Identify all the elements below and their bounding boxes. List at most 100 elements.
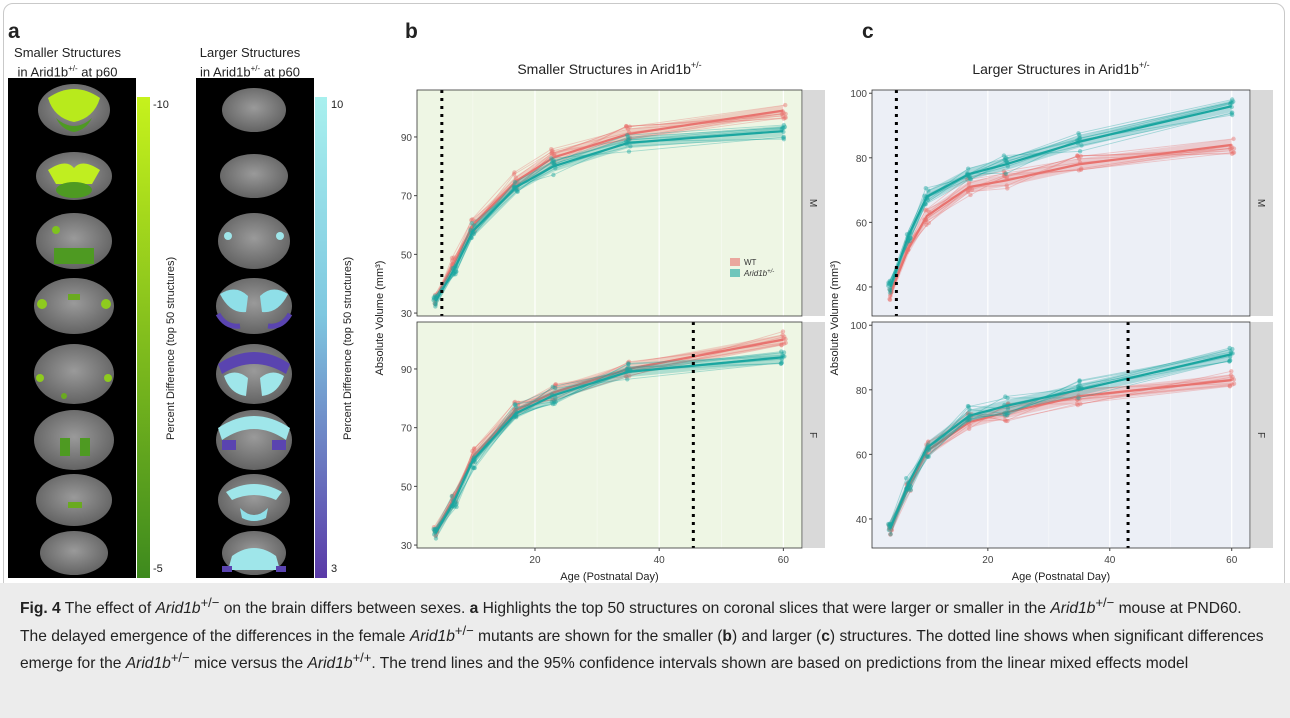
data-point <box>432 301 438 306</box>
facet-border <box>416 89 803 317</box>
data-point <box>516 400 521 406</box>
data-point <box>549 149 555 154</box>
data-point <box>1230 374 1235 380</box>
data-point <box>780 125 785 130</box>
data-point <box>624 366 630 372</box>
data-point <box>433 533 439 538</box>
smaller-structures-title: Smaller Structures in Arid1b+/- at p60 <box>14 45 121 80</box>
data-point <box>887 297 893 303</box>
data-point <box>433 304 438 309</box>
data-point <box>783 340 788 346</box>
data-point <box>432 293 438 299</box>
data-point <box>1003 171 1009 176</box>
trajectory-WT <box>890 148 1234 293</box>
data-point <box>1228 146 1233 151</box>
data-point <box>923 208 928 213</box>
data-point <box>449 493 455 499</box>
figure-caption: Fig. 4 The effect of Arid1b+/− on the br… <box>20 595 1264 673</box>
data-point <box>888 532 893 537</box>
y-tick-label: 40 <box>856 283 868 294</box>
data-point <box>926 447 932 453</box>
data-point <box>783 102 788 108</box>
data-point <box>783 111 788 117</box>
confidence-band-Arid1b+/- <box>890 348 1232 535</box>
larger-colorbar-label: Percent Difference (top 50 structures) <box>342 256 354 440</box>
data-point <box>626 149 632 154</box>
data-point <box>1227 358 1232 364</box>
data-point <box>552 160 557 165</box>
data-point <box>886 521 891 527</box>
data-point <box>1002 411 1007 416</box>
data-point <box>1229 100 1235 105</box>
data-point <box>626 359 632 365</box>
chart-title: Smaller Structures in Arid1b+/- <box>517 60 701 77</box>
data-point <box>453 269 459 274</box>
smaller-colorbar-bottom: -5 <box>153 563 163 575</box>
data-point <box>1002 417 1008 423</box>
data-point <box>433 302 438 307</box>
slice-7 <box>36 474 112 526</box>
data-point <box>1002 157 1007 163</box>
trajectory-WT <box>889 147 1233 297</box>
data-point <box>1077 378 1082 383</box>
data-point <box>779 342 784 347</box>
data-point <box>781 341 787 346</box>
facet-strip-label: M <box>1255 199 1266 207</box>
data-point <box>965 166 971 171</box>
legend-label: WT <box>744 258 757 267</box>
data-point <box>886 527 892 533</box>
facet-strip-label: F <box>807 432 818 438</box>
data-point <box>512 179 518 185</box>
data-point <box>469 221 474 226</box>
data-point <box>514 414 519 420</box>
data-point <box>432 301 437 306</box>
trajectory-Arid1b+/- <box>887 113 1232 286</box>
data-point <box>1231 150 1237 155</box>
slice-1 <box>222 88 286 132</box>
trajectory-WT <box>889 376 1233 530</box>
slice-5 <box>34 344 114 404</box>
data-point <box>470 448 475 454</box>
larger-colorbar <box>315 97 327 578</box>
data-point <box>781 110 786 116</box>
legend-label: Arid1b+/- <box>743 269 774 278</box>
data-point <box>550 384 555 390</box>
data-point <box>1001 169 1007 174</box>
data-point <box>433 302 438 307</box>
data-point <box>923 185 928 191</box>
data-point <box>779 343 784 348</box>
data-point <box>1231 381 1237 386</box>
data-point <box>449 255 455 261</box>
data-point <box>623 373 629 379</box>
data-point <box>626 361 631 366</box>
chart-smaller-structures: Smaller Structures in Arid1b+/- Absolute … <box>374 60 825 583</box>
data-point <box>966 180 972 186</box>
data-point <box>624 374 629 380</box>
data-point <box>1230 382 1235 387</box>
trajectory-WT <box>433 331 784 528</box>
y-axis-label: Absolute Volume (mm³) <box>374 261 386 376</box>
data-point <box>781 125 786 131</box>
data-point <box>1231 377 1237 382</box>
y-tick-label: 30 <box>401 541 413 552</box>
data-point <box>1228 100 1234 105</box>
y-axis-label: Absolute Volume (mm³) <box>830 261 841 376</box>
data-point <box>470 217 475 222</box>
slice-3 <box>36 213 112 269</box>
data-point <box>1005 164 1011 169</box>
data-point <box>431 298 436 303</box>
slice-5 <box>216 344 292 404</box>
data-point <box>967 418 972 423</box>
facet-strip-M <box>803 90 825 316</box>
data-point <box>1075 384 1081 389</box>
data-point <box>907 485 912 491</box>
y-tick-label: 100 <box>850 89 867 100</box>
data-point <box>1075 153 1080 158</box>
data-point <box>781 136 787 142</box>
data-point <box>967 407 972 412</box>
y-tick-label: 30 <box>401 309 413 320</box>
data-point <box>1005 410 1011 416</box>
data-point <box>887 290 893 295</box>
trajectory-Arid1b+/- <box>433 137 784 301</box>
data-point <box>625 126 631 132</box>
